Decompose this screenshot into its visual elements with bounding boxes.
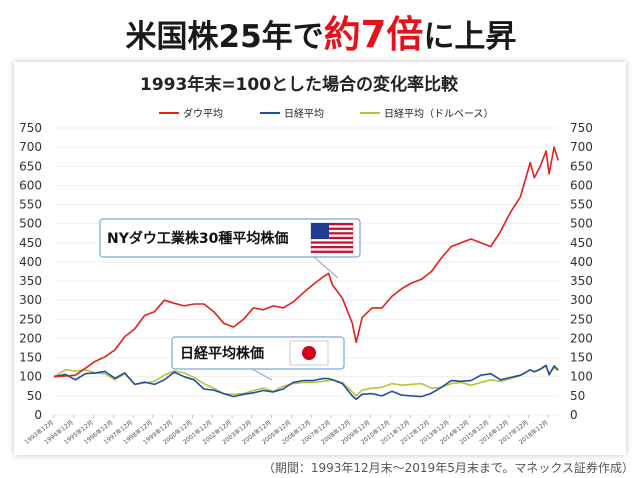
- y-tick-label-right: 500: [570, 217, 593, 231]
- chart-title: 1993年末=100とした場合の変化率比較: [140, 74, 459, 95]
- y-tick-label-right: 350: [570, 274, 593, 288]
- y-tick-label-left: 0: [34, 408, 42, 422]
- y-tick-label-left: 200: [19, 331, 42, 345]
- y-tick-label-right: 0: [570, 408, 578, 422]
- y-tick-label-left: 500: [19, 217, 42, 231]
- y-tick-label-left: 250: [19, 312, 42, 326]
- y-tick-label-right: 200: [570, 331, 593, 345]
- japan-flag-icon: [289, 340, 329, 366]
- y-tick-label-left: 600: [19, 178, 42, 192]
- series-line-nikkei: [53, 364, 559, 401]
- y-tick-label-right: 450: [570, 236, 593, 250]
- series-lines: [53, 146, 559, 401]
- headline-before: 米国株25年で: [125, 19, 324, 55]
- y-tick-label-left: 150: [19, 351, 42, 365]
- y-tick-label-right: 650: [570, 159, 593, 173]
- callout-jp: 日経平均株価: [171, 336, 345, 381]
- y-tick-label-left: 300: [19, 293, 42, 307]
- y-tick-label-right: 250: [570, 312, 593, 326]
- y-axis-left: 0 50 100 150 200 250 300 350 400 450 500 550 600 650 7…: [19, 121, 42, 422]
- grid: [54, 127, 559, 416]
- callout-us-box: [99, 218, 361, 258]
- us-flag-icon: [310, 222, 354, 254]
- y-tick-label-left: 450: [19, 236, 42, 250]
- y-tick-label-left: 100: [19, 370, 42, 384]
- y-tick-label-right: 600: [570, 178, 593, 192]
- headline-after: に上昇: [423, 19, 517, 55]
- y-tick-label-right: 750: [570, 121, 593, 135]
- callout-jp-pointer: [251, 368, 273, 381]
- y-tick-label-right: 50: [570, 389, 585, 403]
- y-tick-label-right: 400: [570, 255, 593, 269]
- legend-label-nikkei-usd: 日経平均（ドルベース）: [384, 107, 494, 120]
- callout-us: NYダウ工業株30種平均株価: [99, 218, 361, 279]
- y-tick-label-left: 750: [19, 121, 42, 135]
- y-tick-label-left: 350: [19, 274, 42, 288]
- callout-us-pointer: [313, 256, 339, 279]
- y-axis-right: 0 50 100 150 200 250 300 350 400 450 500 550 600 650 7…: [570, 121, 593, 422]
- legend-label-nikkei: 日経平均: [284, 107, 324, 120]
- chart-panel: 1993年末=100とした場合の変化率比較 ダウ平均 日経平均 日経平均（ドルベ…: [14, 62, 626, 455]
- source-note: （期間：1993年12月末～2019年5月末まで。マネックス証券作成）: [262, 461, 634, 475]
- y-tick-label-right: 150: [570, 351, 593, 365]
- legend: ダウ平均 日経平均 日経平均（ドルベース）: [159, 107, 494, 120]
- legend-label-dow: ダウ平均: [183, 107, 223, 120]
- headline: 米国株25年で約7倍に上昇: [0, 4, 642, 58]
- y-tick-label-left: 50: [27, 389, 42, 403]
- y-tick-label-right: 700: [570, 140, 593, 154]
- y-tick-label-right: 300: [570, 293, 593, 307]
- callout-us-label: NYダウ工業株30種平均株価: [107, 230, 288, 247]
- y-tick-label-left: 400: [19, 255, 42, 269]
- y-tick-label-left: 650: [19, 159, 42, 173]
- y-tick-label-right: 100: [570, 370, 593, 384]
- headline-accent: 約7倍: [323, 13, 424, 56]
- y-tick-label-left: 550: [19, 198, 42, 212]
- y-tick-label-right: 550: [570, 198, 593, 212]
- y-tick-label-left: 700: [19, 140, 42, 154]
- callout-jp-label: 日経平均株価: [180, 345, 264, 362]
- x-axis: 1993年12月1994年12月1995年12月1996年12月1997年12月…: [23, 415, 550, 446]
- series-line-dow: [53, 146, 559, 378]
- line-chart: 1993年末=100とした場合の変化率比較 ダウ平均 日経平均 日経平均（ドルベ…: [19, 74, 593, 446]
